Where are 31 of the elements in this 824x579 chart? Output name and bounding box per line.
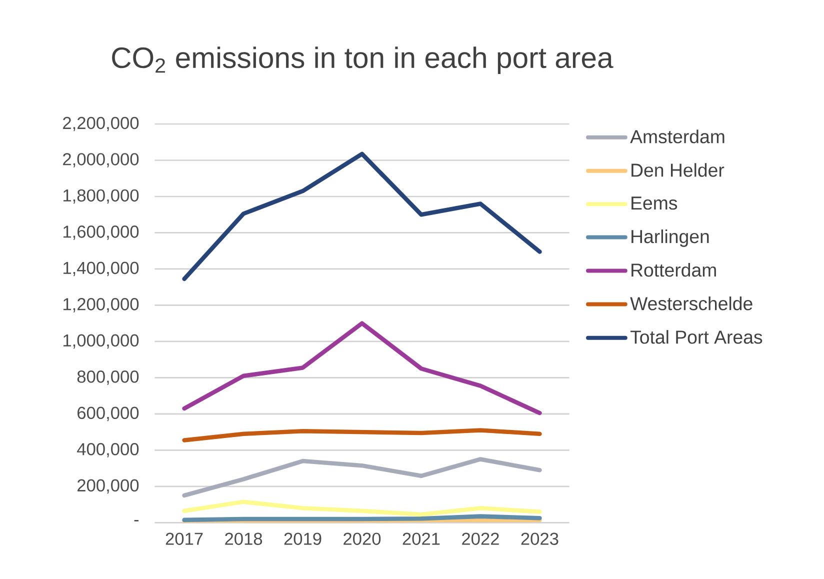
x-tick-label: 2022 [462,532,499,546]
legend-label: Amsterdam [630,130,724,144]
legend-label: Rotterdam [632,263,716,277]
x-tick-label: 2020 [344,532,381,546]
x-tick-label: 2019 [284,532,322,546]
y-tick-label: 800,000 [77,370,139,386]
legend-label: Eems [632,196,678,210]
y-tick-label: 1,800,000 [64,189,139,204]
line-series [182,152,542,282]
chart-title: CO$_{2}$ emissions in ton in each port area [112,46,614,74]
y-tick-label: 1,400,000 [64,262,139,276]
x-tick-label: 2018 [225,532,262,546]
legend-label: Westerschelde [630,296,752,310]
y-tick-label: - [134,520,139,522]
x-tick-label: 2017 [166,532,203,546]
x-tick-label: 2021 [402,532,440,546]
legend-label: Den Helder [632,163,724,178]
y-tick-label: 2,200,000 [63,117,139,132]
y-tick-label: 400,000 [77,443,139,458]
y-tick-label: 1,000,000 [64,334,139,349]
line-series [182,500,542,517]
line-series [182,321,542,416]
y-tick-label: 1,200,000 [64,298,139,313]
x-tick-label: 2023 [521,532,558,546]
y-tick-label: 600,000 [78,406,139,422]
legend-label: Total Port Areas [630,330,762,344]
y-tick-label: 2,000,000 [63,153,139,168]
y-tick-label: 200,000 [78,479,139,494]
legend-label: Harlingen [632,230,709,248]
y-tick-label: 1,600,000 [64,226,139,240]
line-series [182,457,542,498]
